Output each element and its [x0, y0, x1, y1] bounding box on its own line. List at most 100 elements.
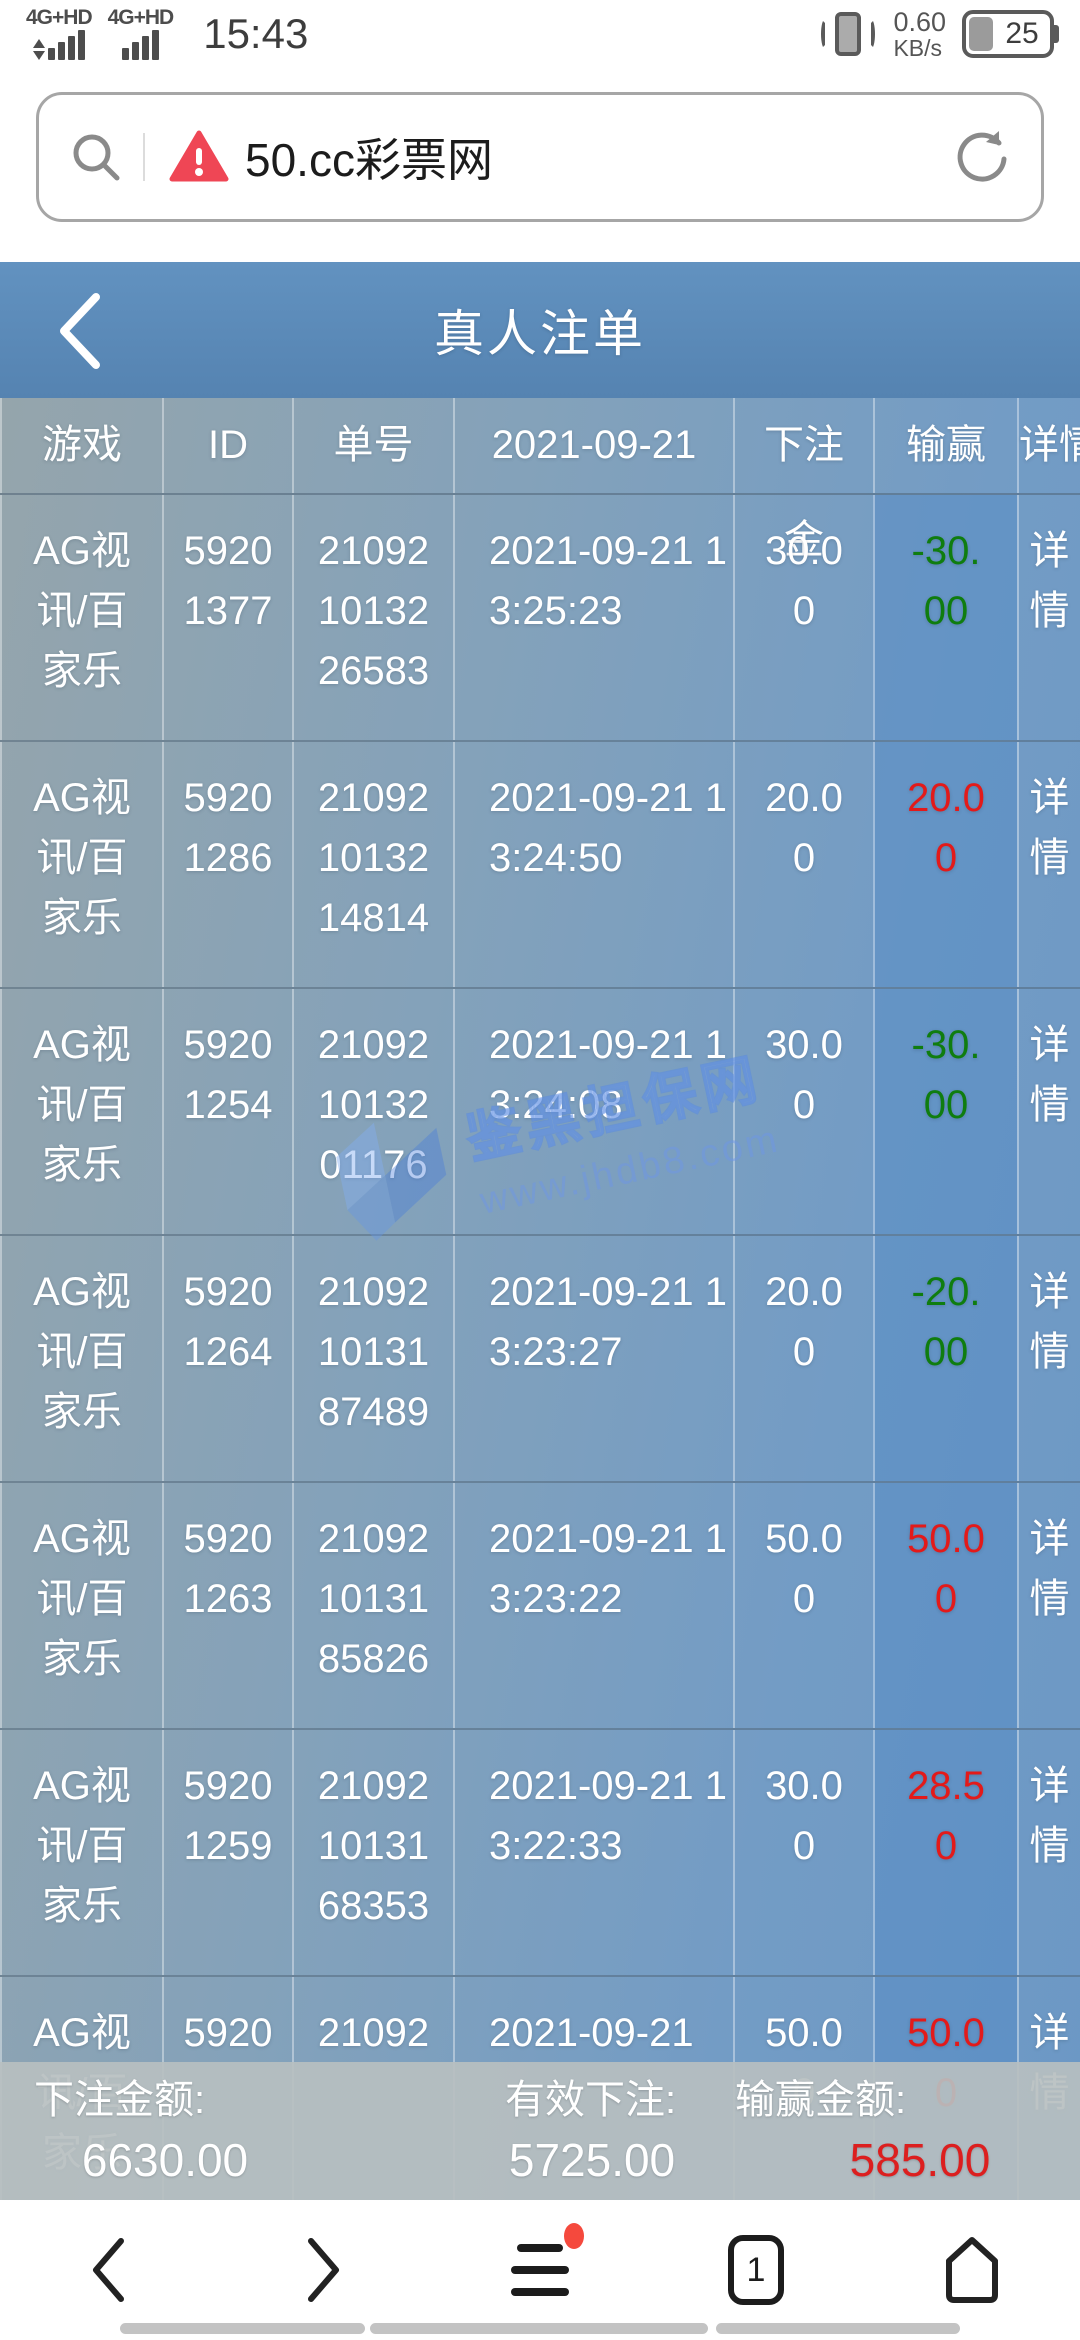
security-warning-icon: [169, 130, 229, 182]
winloss-value: 28.50: [907, 1764, 985, 1868]
sim1-network-label: 4G+HD: [26, 6, 93, 29]
cell-order: 210921013214814: [292, 742, 453, 987]
site-title[interactable]: 50.cc彩票网: [245, 134, 493, 186]
detail-link[interactable]: 详情: [1017, 495, 1080, 740]
search-icon[interactable]: [69, 130, 123, 184]
table-row: AG视讯/百家乐 59201254 210921013201176 2021-0…: [0, 989, 1080, 1236]
cell-bet: 20.00: [733, 1236, 873, 1481]
home-icon: [946, 2237, 998, 2303]
winloss-value: 50.00: [907, 1517, 985, 1621]
col-header-id: ID: [162, 398, 292, 493]
detail-link[interactable]: 详情: [1017, 1730, 1080, 1975]
winloss-total-value: 585.00: [849, 2134, 991, 2186]
forward-chevron-icon: [308, 2238, 339, 2302]
cell-id: 59201254: [162, 989, 292, 1234]
cell-time: 2021-09-21 13:25:23: [453, 495, 733, 740]
cell-time: 2021-09-21 13:24:08: [453, 989, 733, 1234]
cell-order: 210921013187489: [292, 1236, 453, 1481]
status-bar: 4G+HD 4G+HD 15:43: [0, 0, 1080, 62]
cell-winloss: -30.00: [873, 495, 1017, 740]
detail-link[interactable]: 详情: [1017, 989, 1080, 1234]
total-bet-label: 下注金额:: [34, 2078, 206, 2122]
cell-winloss: 20.00: [873, 742, 1017, 987]
signal-bars-icon: [121, 30, 159, 60]
nav-menu-button[interactable]: [480, 2215, 600, 2325]
nav-forward-button[interactable]: [264, 2215, 384, 2325]
cell-order: 210921013168353: [292, 1730, 453, 1975]
page-title: 真人注单: [434, 306, 646, 362]
winloss-value: 20.00: [907, 776, 985, 880]
cell-bet: 30.00: [733, 1730, 873, 1975]
nav-back-button[interactable]: [48, 2215, 168, 2325]
winloss-value: -30.00: [911, 1023, 981, 1127]
nav-home-button[interactable]: [912, 2215, 1032, 2325]
bottom-indicator-bar: [370, 2323, 708, 2334]
cell-winloss: -30.00: [873, 989, 1017, 1234]
cell-time: 2021-09-21 13:22:33: [453, 1730, 733, 1975]
winloss-value: -30.00: [911, 529, 981, 633]
detail-link[interactable]: 详情: [1017, 1483, 1080, 1728]
summary-bar: 下注金额: 有效下注: 输赢金额: 6630.00 5725.00 585.00: [0, 2062, 1080, 2200]
cell-game: AG视讯/百家乐: [0, 989, 162, 1234]
browser-bottom-nav: 1: [0, 2200, 1080, 2340]
col-header-bet: 下注金: [733, 398, 873, 562]
cell-game: AG视讯/百家乐: [0, 1483, 162, 1728]
vibrate-icon: [819, 8, 877, 60]
sim2-signal-icon: 4G+HD: [108, 7, 174, 60]
cell-id: 59201264: [162, 1236, 292, 1481]
cell-game: AG视讯/百家乐: [0, 742, 162, 987]
table-header-row: 游戏 ID 单号 2021-09-21 下注金 输赢 详情: [0, 398, 1080, 562]
col-header-order: 单号: [292, 398, 453, 493]
table-row: AG视讯/百家乐 59201264 210921013187489 2021-0…: [0, 1236, 1080, 1483]
battery-icon: 25: [962, 10, 1059, 58]
winloss-total-label: 输赢金额:: [735, 2078, 907, 2122]
cell-winloss: -20.00: [873, 1236, 1017, 1481]
cell-order: 210921013185826: [292, 1483, 453, 1728]
bet-records-table: 游戏 ID 单号 2021-09-21 下注金 输赢 详情 AG视讯/百家乐 5…: [0, 398, 1080, 2200]
cell-bet: 30.00: [733, 989, 873, 1234]
cell-id: 59201259: [162, 1730, 292, 1975]
net-speed-value: 0.60: [893, 7, 946, 37]
refresh-icon[interactable]: [955, 129, 1011, 185]
app-header: 真人注单: [0, 262, 1080, 398]
table-row: AG视讯/百家乐 59201263 210921013185826 2021-0…: [0, 1483, 1080, 1730]
cell-time: 2021-09-21 13:23:22: [453, 1483, 733, 1728]
cell-time: 2021-09-21 13:24:50: [453, 742, 733, 987]
detail-link[interactable]: 详情: [1017, 1236, 1080, 1481]
browser-chrome: 50.cc彩票网: [0, 62, 1080, 262]
cell-time: 2021-09-21 13:23:27: [453, 1236, 733, 1481]
cell-order: 210921013201176: [292, 989, 453, 1234]
nav-tabs-button[interactable]: 1: [696, 2215, 816, 2325]
address-bar[interactable]: 50.cc彩票网: [36, 92, 1044, 222]
cell-game: AG视讯/百家乐: [0, 1236, 162, 1481]
cell-game: AG视讯/百家乐: [0, 495, 162, 740]
notification-dot: [564, 2223, 584, 2249]
bottom-indicator-bar: [120, 2323, 365, 2334]
cell-winloss: 50.00: [873, 1483, 1017, 1728]
table-row: AG视讯/百家乐 59201259 210921013168353 2021-0…: [0, 1730, 1080, 1977]
tab-counter-icon: 1: [728, 2235, 784, 2305]
bottom-indicator-bar: [716, 2323, 960, 2334]
divider: [143, 133, 145, 181]
cell-bet: 30.00: [733, 495, 873, 740]
data-activity-icon: [32, 39, 45, 60]
cell-id: 59201263: [162, 1483, 292, 1728]
cell-id: 59201377: [162, 495, 292, 740]
winloss-value: -20.00: [911, 1270, 981, 1374]
signal-bars-icon: [47, 30, 85, 60]
col-header-date: 2021-09-21: [453, 398, 733, 493]
table-row: AG视讯/百家乐 59201377 210921013226583 2021-0…: [0, 495, 1080, 742]
hamburger-menu-icon: [511, 2244, 569, 2296]
cell-bet: 20.00: [733, 742, 873, 987]
cell-order: 210921013226583: [292, 495, 453, 740]
valid-bet-value: 5725.00: [508, 2134, 676, 2186]
sim1-signal-icon: 4G+HD: [26, 6, 93, 60]
cell-winloss: 28.50: [873, 1730, 1017, 1975]
battery-percent: 25: [1005, 17, 1039, 50]
total-bet-value: 6630.00: [81, 2134, 249, 2186]
back-chevron-icon: [93, 2238, 124, 2302]
back-button[interactable]: [44, 286, 114, 376]
sim2-network-label: 4G+HD: [107, 6, 175, 29]
detail-link[interactable]: 详情: [1017, 742, 1080, 987]
